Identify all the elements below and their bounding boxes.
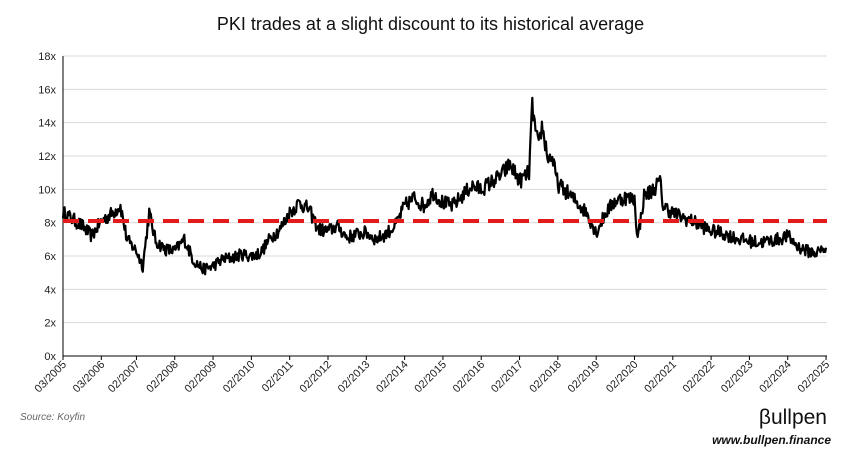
brand-url: www.bullpen.finance xyxy=(712,433,831,447)
y-tick-label: 8x xyxy=(44,218,56,230)
x-tick-label: 02/2015 xyxy=(412,359,449,396)
x-tick-label: 03/2006 xyxy=(71,359,108,396)
x-tick-label: 02/2021 xyxy=(642,359,679,396)
x-tick-label: 02/2019 xyxy=(566,359,603,396)
x-tick-label: 02/2013 xyxy=(336,359,373,396)
x-tick-label: 02/2017 xyxy=(489,359,526,396)
x-tick-label: 02/2008 xyxy=(144,359,181,396)
x-tick-label: 02/2020 xyxy=(604,359,641,396)
x-tick-label: 02/2022 xyxy=(681,359,718,396)
y-tick-label: 4x xyxy=(44,284,56,296)
y-tick-label: 16x xyxy=(38,84,56,96)
x-tick-label: 03/2005 xyxy=(33,359,70,396)
x-tick-label: 02/2018 xyxy=(527,359,564,396)
chart-title: PKI trades at a slight discount to its h… xyxy=(216,14,645,34)
pe-ratio-line xyxy=(61,96,828,276)
x-tick-label: 02/2009 xyxy=(183,359,220,396)
y-tick-label: 2x xyxy=(44,318,56,330)
x-tick-label: 02/2011 xyxy=(260,359,296,395)
y-tick-label: 10x xyxy=(38,184,56,196)
y-tick-label: 18x xyxy=(38,51,56,63)
y-tick-label: 6x xyxy=(44,251,56,263)
y-tick-label: 0x xyxy=(44,351,56,363)
brand-logo: βullpen xyxy=(758,406,827,429)
source-note: Source: Koyfin xyxy=(20,412,86,423)
x-tick-label: 02/2016 xyxy=(451,359,488,396)
y-tick-label: 14x xyxy=(38,118,56,130)
x-tick-label: 02/2010 xyxy=(221,359,258,396)
y-axis-ticks: 0x 2x 4x 6x 8x 10x 12x 14x 16x 18x xyxy=(38,51,56,363)
y-tick-label: 12x xyxy=(38,151,56,163)
x-tick-label: 02/2025 xyxy=(796,359,833,396)
x-tick-label: 02/2024 xyxy=(757,359,794,396)
x-tick-label: 02/2012 xyxy=(298,359,335,396)
x-tick-label: 02/2007 xyxy=(106,359,143,396)
series-layer xyxy=(61,96,828,276)
x-tick-label: 02/2014 xyxy=(374,359,411,396)
x-tick-label: 02/2023 xyxy=(719,359,756,396)
